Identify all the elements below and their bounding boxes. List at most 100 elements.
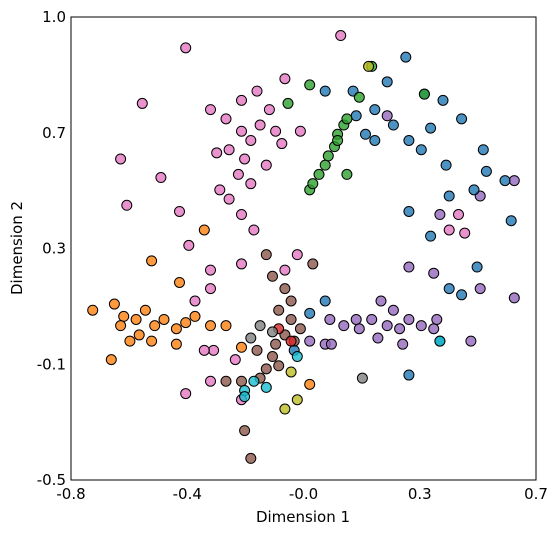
- point: [267, 270, 278, 282]
- point: [118, 310, 130, 322]
- y-tick-label: 0.7: [42, 124, 66, 142]
- point: [149, 320, 161, 332]
- x-tick-label: -0.0: [289, 485, 318, 503]
- point: [282, 97, 294, 109]
- point: [453, 209, 464, 221]
- point: [214, 184, 226, 196]
- point: [170, 338, 182, 350]
- point: [387, 119, 399, 131]
- point: [474, 283, 486, 295]
- point: [294, 323, 306, 335]
- point: [155, 172, 167, 184]
- point: [425, 230, 437, 242]
- point: [205, 104, 216, 116]
- point: [428, 323, 440, 335]
- point: [245, 178, 257, 190]
- point: [279, 73, 291, 85]
- point: [505, 215, 517, 227]
- point: [211, 147, 223, 159]
- x-tick-label: 0.3: [408, 485, 432, 503]
- y-tick-label: -0.1: [37, 355, 66, 373]
- point: [236, 375, 247, 387]
- point: [279, 283, 291, 295]
- point: [443, 283, 455, 295]
- point: [124, 335, 136, 347]
- point: [146, 335, 158, 347]
- x-tick-label: 0.7: [524, 485, 548, 503]
- point: [369, 104, 381, 116]
- point: [428, 267, 440, 279]
- point: [198, 224, 210, 236]
- point: [115, 153, 127, 165]
- point: [260, 363, 272, 375]
- point: [239, 153, 251, 165]
- point: [366, 313, 378, 325]
- point: [260, 159, 272, 171]
- point: [304, 378, 316, 390]
- point: [471, 261, 483, 273]
- point: [353, 91, 365, 103]
- point: [499, 175, 511, 187]
- point: [480, 165, 492, 177]
- point: [415, 144, 427, 156]
- point: [403, 134, 415, 146]
- point: [431, 313, 443, 325]
- points: [87, 30, 520, 464]
- point: [198, 344, 210, 356]
- point: [205, 320, 216, 332]
- point: [456, 113, 468, 125]
- point: [205, 283, 216, 295]
- point: [335, 30, 347, 42]
- point: [459, 227, 471, 239]
- point: [425, 122, 437, 134]
- point: [319, 159, 331, 171]
- point: [403, 369, 415, 381]
- point: [434, 209, 446, 221]
- point: [263, 104, 275, 116]
- point: [236, 209, 247, 221]
- point: [477, 144, 489, 156]
- point: [248, 375, 260, 387]
- point: [180, 388, 192, 400]
- point: [403, 205, 415, 217]
- point: [248, 224, 260, 236]
- point: [276, 138, 288, 150]
- point: [232, 168, 244, 180]
- point: [353, 323, 365, 335]
- point: [267, 326, 278, 338]
- point: [443, 190, 455, 202]
- point: [350, 110, 362, 122]
- point: [418, 88, 430, 100]
- point: [381, 110, 393, 122]
- point: [319, 85, 331, 97]
- point: [291, 394, 303, 406]
- point: [220, 375, 232, 387]
- point: [273, 360, 285, 372]
- point: [325, 338, 337, 350]
- point: [307, 258, 319, 270]
- point: [239, 425, 251, 437]
- point: [440, 159, 452, 171]
- point: [260, 249, 272, 261]
- point: [341, 113, 353, 125]
- point: [236, 341, 247, 353]
- point: [304, 79, 316, 91]
- point: [387, 304, 399, 316]
- x-tick-label: -0.8: [56, 485, 85, 503]
- point: [180, 42, 192, 54]
- point: [437, 94, 449, 106]
- point: [285, 295, 297, 307]
- point: [434, 335, 446, 347]
- point: [223, 144, 235, 156]
- point: [508, 292, 520, 304]
- point: [508, 175, 520, 187]
- point: [291, 249, 303, 261]
- point: [285, 313, 297, 325]
- point: [174, 205, 185, 217]
- point: [285, 335, 297, 347]
- point: [189, 295, 201, 307]
- point: [205, 375, 216, 387]
- point: [403, 313, 415, 325]
- point: [381, 320, 393, 332]
